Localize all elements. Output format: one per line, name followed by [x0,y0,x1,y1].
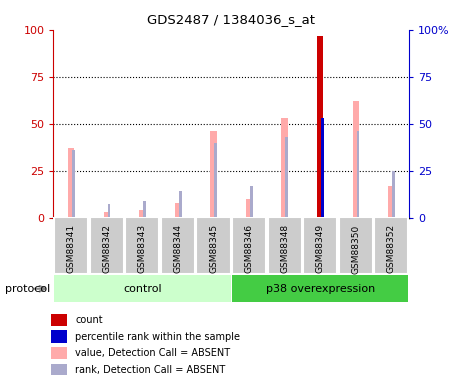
Text: GSM88343: GSM88343 [138,224,147,273]
Bar [72,150,75,217]
Bar [51,314,67,326]
Bar [303,217,337,274]
Bar [392,171,395,217]
Bar [161,217,195,274]
Text: GSM88344: GSM88344 [173,224,182,273]
Text: control: control [123,284,162,294]
Bar [321,118,324,218]
Bar [197,217,231,274]
Bar [179,191,181,217]
Text: GSM88350: GSM88350 [352,224,360,273]
Bar [317,36,324,218]
Text: percentile rank within the sample: percentile rank within the sample [75,332,240,342]
Bar [357,131,359,218]
Bar [210,131,217,218]
Bar [51,330,67,343]
Bar [268,217,302,274]
Text: p38 overexpression: p38 overexpression [266,284,375,294]
Text: GSM88352: GSM88352 [387,224,396,273]
Bar [54,217,88,274]
Text: GSM88341: GSM88341 [67,224,76,273]
Text: value, Detection Call = ABSENT: value, Detection Call = ABSENT [75,348,230,358]
Text: GSM88346: GSM88346 [245,224,253,273]
Text: count: count [75,315,103,325]
Text: GSM88349: GSM88349 [316,224,325,273]
Bar [246,199,252,217]
Bar [281,118,288,218]
Bar [107,204,110,218]
Bar [374,217,408,274]
Text: GSM88345: GSM88345 [209,224,218,273]
Bar [352,101,359,217]
Bar [232,275,408,302]
Bar [51,364,67,375]
Bar [139,210,146,218]
Bar [126,217,159,274]
Bar [388,186,395,218]
Bar [51,347,67,360]
Text: GSM88342: GSM88342 [102,224,111,273]
Bar [214,142,217,218]
Title: GDS2487 / 1384036_s_at: GDS2487 / 1384036_s_at [147,13,315,26]
Bar [104,212,110,217]
Bar [286,137,288,218]
Text: protocol: protocol [5,284,50,294]
Text: GSM88348: GSM88348 [280,224,289,273]
Bar [54,275,231,302]
Bar [68,148,74,217]
Bar [317,36,324,218]
Bar [143,201,146,217]
Text: rank, Detection Call = ABSENT: rank, Detection Call = ABSENT [75,365,226,375]
Bar [232,217,266,274]
Bar [90,217,124,274]
Bar [250,186,252,218]
Bar [321,118,324,218]
Bar [175,202,181,217]
Bar [339,217,373,274]
